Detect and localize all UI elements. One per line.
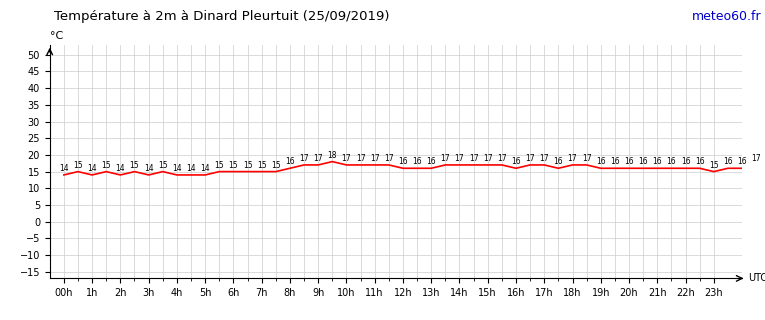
Text: 15: 15 [229,161,238,170]
Text: 15: 15 [130,161,139,170]
Text: Température à 2m à Dinard Pleurtuit (25/09/2019): Température à 2m à Dinard Pleurtuit (25/… [54,10,389,23]
Text: 16: 16 [412,157,422,166]
Text: 14: 14 [172,164,182,173]
Text: 15: 15 [709,161,718,170]
Text: 16: 16 [554,157,563,166]
Text: 14: 14 [186,164,196,173]
Text: 16: 16 [723,157,733,166]
Text: 17: 17 [526,154,535,163]
Text: 17: 17 [582,154,591,163]
Text: 17: 17 [356,154,366,163]
Text: 14: 14 [59,164,69,173]
Text: 15: 15 [158,161,168,170]
Text: 17: 17 [314,154,323,163]
Text: 16: 16 [398,157,408,166]
Text: 16: 16 [610,157,620,166]
Text: 14: 14 [87,164,97,173]
Text: °C: °C [50,31,63,42]
Text: 16: 16 [653,157,662,166]
Text: 16: 16 [596,157,606,166]
Text: 16: 16 [285,157,295,166]
Text: 14: 14 [144,164,154,173]
Text: 15: 15 [257,161,266,170]
Text: 16: 16 [511,157,521,166]
Text: 17: 17 [370,154,379,163]
Text: 18: 18 [327,151,337,160]
Text: 15: 15 [73,161,83,170]
Text: 16: 16 [426,157,436,166]
Text: 15: 15 [271,161,281,170]
Text: 14: 14 [200,164,210,173]
Text: 17: 17 [483,154,493,163]
Text: 17: 17 [539,154,549,163]
Text: 17: 17 [751,154,761,163]
Text: 14: 14 [116,164,125,173]
Text: 17: 17 [441,154,450,163]
Text: UTC: UTC [747,273,765,284]
Text: 17: 17 [469,154,478,163]
Text: 15: 15 [102,161,111,170]
Text: 17: 17 [384,154,394,163]
Text: 16: 16 [695,157,705,166]
Text: 16: 16 [624,157,634,166]
Text: 17: 17 [568,154,578,163]
Text: meteo60.fr: meteo60.fr [692,10,761,23]
Text: 17: 17 [299,154,309,163]
Text: 16: 16 [681,157,690,166]
Text: 17: 17 [497,154,506,163]
Text: 16: 16 [666,157,676,166]
Text: 16: 16 [737,157,747,166]
Text: 15: 15 [214,161,224,170]
Text: 16: 16 [638,157,648,166]
Text: 17: 17 [342,154,351,163]
Text: 15: 15 [243,161,252,170]
Text: 17: 17 [454,154,464,163]
